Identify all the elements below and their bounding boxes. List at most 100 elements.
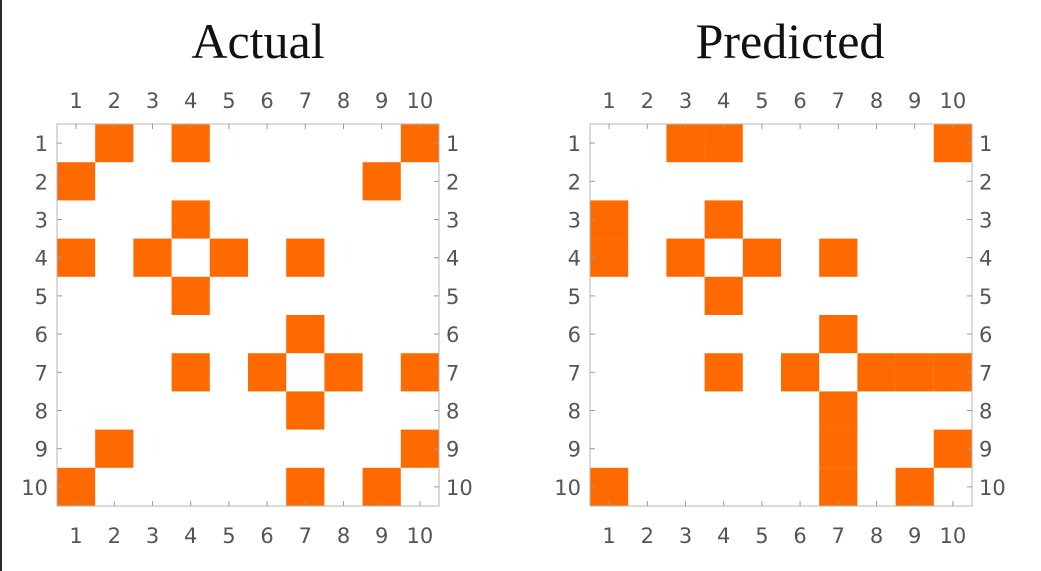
x-tick-label-top-2-4: 4 (717, 89, 730, 113)
cell-2-r10-c9 (895, 467, 934, 506)
cell-1-r6-c7 (286, 315, 325, 354)
x-tick-label-top-2-5: 5 (755, 89, 768, 113)
cell-1-r8-c7 (286, 391, 325, 430)
y-tick-label-left-1-7: 7 (35, 361, 48, 385)
x-tick-label-top-2-2: 2 (641, 89, 654, 113)
x-tick-label-top-1-6: 6 (260, 89, 273, 113)
y-tick-label-right-2-10: 10 (979, 476, 1006, 500)
y-tick-label-right-1-8: 8 (446, 400, 459, 424)
cell-2-r9-c10 (933, 429, 972, 468)
y-tick-label-right-1-10: 10 (446, 476, 473, 500)
cell-1-r3-c4 (171, 200, 210, 239)
y-tick-label-left-1-8: 8 (35, 400, 48, 424)
x-tick-label-bottom-1-8: 8 (337, 524, 350, 548)
y-tick-label-right-1-6: 6 (446, 323, 459, 347)
y-tick-label-right-2-3: 3 (979, 209, 992, 233)
y-tick-label-left-1-1: 1 (35, 132, 48, 156)
y-tick-label-left-2-2: 2 (568, 170, 581, 194)
cell-2-r1-c4 (704, 124, 743, 163)
cell-1-r7-c8 (324, 353, 363, 392)
cell-1-r5-c4 (171, 276, 210, 315)
y-tick-label-right-1-4: 4 (446, 247, 459, 271)
x-tick-label-bottom-1-2: 2 (108, 524, 121, 548)
cell-1-r10-c1 (57, 467, 96, 506)
cell-1-r4-c5 (209, 238, 248, 277)
x-tick-label-bottom-2-1: 1 (602, 524, 615, 548)
x-tick-label-top-1-10: 10 (407, 89, 434, 113)
cell-2-r7-c4 (704, 353, 743, 392)
x-tick-label-bottom-1-3: 3 (146, 524, 159, 548)
x-tick-label-top-1-8: 8 (337, 89, 350, 113)
x-tick-label-bottom-1-5: 5 (222, 524, 235, 548)
cell-2-r1-c10 (933, 124, 972, 163)
x-tick-label-top-1-1: 1 (69, 89, 82, 113)
y-tick-label-right-1-1: 1 (446, 132, 459, 156)
y-tick-label-left-2-5: 5 (568, 285, 581, 309)
cell-2-r4-c7 (819, 238, 858, 277)
x-tick-label-bottom-2-5: 5 (755, 524, 768, 548)
y-tick-label-right-1-9: 9 (446, 438, 459, 462)
cell-2-r4-c5 (742, 238, 781, 277)
y-tick-label-left-2-6: 6 (568, 323, 581, 347)
x-tick-label-top-1-4: 4 (184, 89, 197, 113)
cell-2-r9-c7 (819, 429, 858, 468)
cell-1-r10-c9 (362, 467, 401, 506)
x-tick-label-top-1-5: 5 (222, 89, 235, 113)
y-tick-label-right-2-4: 4 (979, 247, 992, 271)
x-tick-label-bottom-2-6: 6 (793, 524, 806, 548)
cell-1-r9-c10 (400, 429, 439, 468)
y-tick-label-left-1-5: 5 (35, 285, 48, 309)
cell-2-r4-c3 (666, 238, 705, 277)
y-tick-label-right-2-7: 7 (979, 361, 992, 385)
plot-frame-1 (56, 123, 440, 507)
cell-1-r1-c4 (171, 124, 210, 163)
cell-1-r2-c9 (362, 162, 401, 201)
y-tick-label-right-2-1: 1 (979, 132, 992, 156)
cell-1-r4-c3 (133, 238, 172, 277)
x-tick-label-top-2-1: 1 (602, 89, 615, 113)
y-tick-label-left-1-10: 10 (21, 476, 48, 500)
y-tick-label-left-2-4: 4 (568, 247, 581, 271)
chart-title-2: Predicted (696, 13, 885, 69)
y-tick-label-right-2-6: 6 (979, 323, 992, 347)
x-tick-label-bottom-1-10: 10 (407, 524, 434, 548)
cell-2-r7-c6 (781, 353, 820, 392)
y-tick-label-right-1-2: 2 (446, 170, 459, 194)
y-tick-label-right-1-3: 3 (446, 209, 459, 233)
left-border (0, 0, 2, 571)
y-tick-label-left-1-6: 6 (35, 323, 48, 347)
cell-2-r3-c4 (704, 200, 743, 239)
y-tick-label-right-2-5: 5 (979, 285, 992, 309)
x-tick-label-bottom-1-6: 6 (260, 524, 273, 548)
x-tick-label-bottom-2-10: 10 (940, 524, 967, 548)
x-tick-label-top-1-7: 7 (299, 89, 312, 113)
cell-1-r9-c2 (95, 429, 134, 468)
x-tick-label-bottom-1-9: 9 (375, 524, 388, 548)
cell-2-r7-c9 (895, 353, 934, 392)
cell-2-r10-c1 (590, 467, 629, 506)
y-tick-label-left-2-10: 10 (554, 476, 581, 500)
cell-2-r3-c1 (590, 200, 629, 239)
x-tick-label-top-2-10: 10 (940, 89, 967, 113)
cell-2-r5-c4 (704, 276, 743, 315)
y-tick-label-left-2-8: 8 (568, 400, 581, 424)
x-tick-label-top-2-6: 6 (793, 89, 806, 113)
y-tick-label-left-2-3: 3 (568, 209, 581, 233)
cell-1-r1-c2 (95, 124, 134, 163)
cell-2-r7-c8 (857, 353, 896, 392)
y-tick-label-right-1-5: 5 (446, 285, 459, 309)
x-tick-label-bottom-2-4: 4 (717, 524, 730, 548)
cell-1-r7-c10 (400, 353, 439, 392)
cell-1-r1-c10 (400, 124, 439, 163)
x-tick-label-top-2-9: 9 (908, 89, 921, 113)
x-tick-label-top-2-7: 7 (832, 89, 845, 113)
y-tick-label-right-2-8: 8 (979, 400, 992, 424)
cell-2-r8-c7 (819, 391, 858, 430)
y-tick-label-left-2-7: 7 (568, 361, 581, 385)
cell-1-r2-c1 (57, 162, 96, 201)
y-tick-label-left-1-3: 3 (35, 209, 48, 233)
cell-2-r7-c10 (933, 353, 972, 392)
cell-2-r1-c3 (666, 124, 705, 163)
plot-frame-2 (589, 123, 973, 507)
